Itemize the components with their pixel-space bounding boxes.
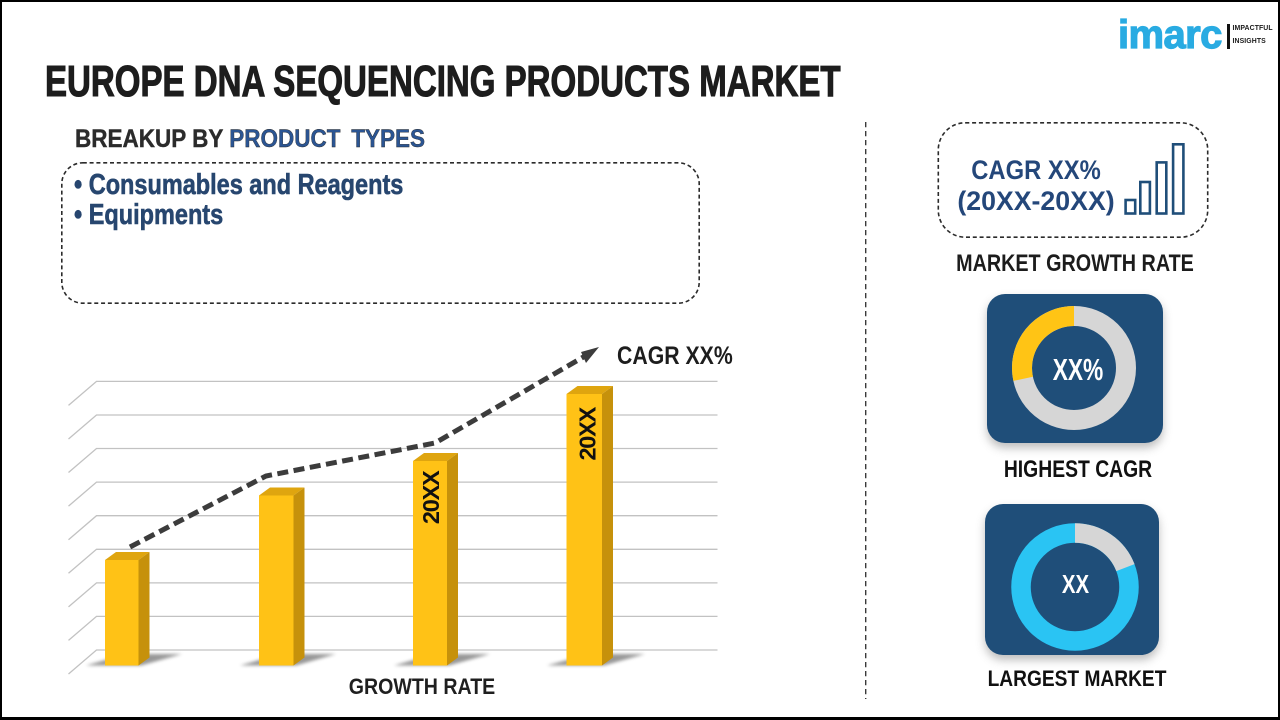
svg-text:20XX: 20XX (575, 406, 601, 460)
svg-text:20XX: 20XX (418, 470, 444, 524)
